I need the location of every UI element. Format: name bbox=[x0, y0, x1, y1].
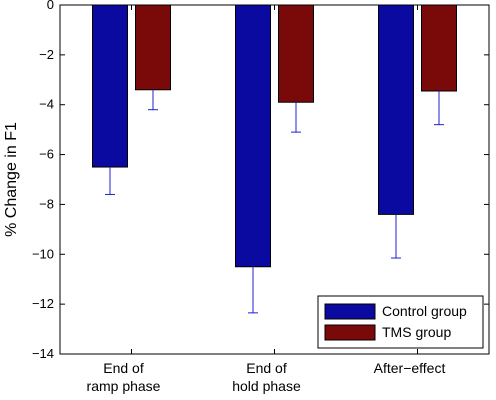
y-tick-label: 0 bbox=[47, 0, 54, 12]
x-category-label: End of hold phase bbox=[232, 360, 301, 394]
bar-tms bbox=[278, 4, 314, 103]
bar-control bbox=[235, 4, 271, 268]
legend-label: Control group bbox=[382, 303, 467, 319]
y-axis-label: % Change in F1 bbox=[3, 122, 20, 237]
x-category-label: End of ramp phase bbox=[87, 360, 161, 394]
y-axis-ticks: 0 −2 −4 −6 −8 −10 −12 −14 bbox=[32, 0, 489, 361]
y-tick-label: −6 bbox=[39, 147, 54, 162]
y-tick-label: −4 bbox=[39, 97, 54, 112]
bar-tms bbox=[135, 4, 171, 91]
x-axis-ticks: End of ramp phase End of hold phase After−ef… bbox=[87, 5, 446, 394]
y-tick-label: −10 bbox=[32, 246, 54, 261]
legend-swatch bbox=[324, 303, 376, 320]
y-tick-label: −12 bbox=[32, 296, 54, 311]
y-tick-label: −14 bbox=[32, 346, 54, 361]
bar-control bbox=[378, 4, 414, 215]
bars-layer bbox=[92, 4, 457, 268]
legend: Control group TMS group bbox=[317, 295, 484, 349]
bar-control bbox=[92, 4, 128, 168]
y-tick-label: −2 bbox=[39, 47, 54, 62]
legend-label: TMS group bbox=[382, 324, 451, 340]
y-tick-label: −8 bbox=[39, 196, 54, 211]
error-bars-layer bbox=[105, 89, 444, 314]
bar-tms bbox=[421, 4, 457, 92]
legend-swatch bbox=[324, 324, 376, 341]
x-category-label: After−effect bbox=[374, 360, 446, 376]
